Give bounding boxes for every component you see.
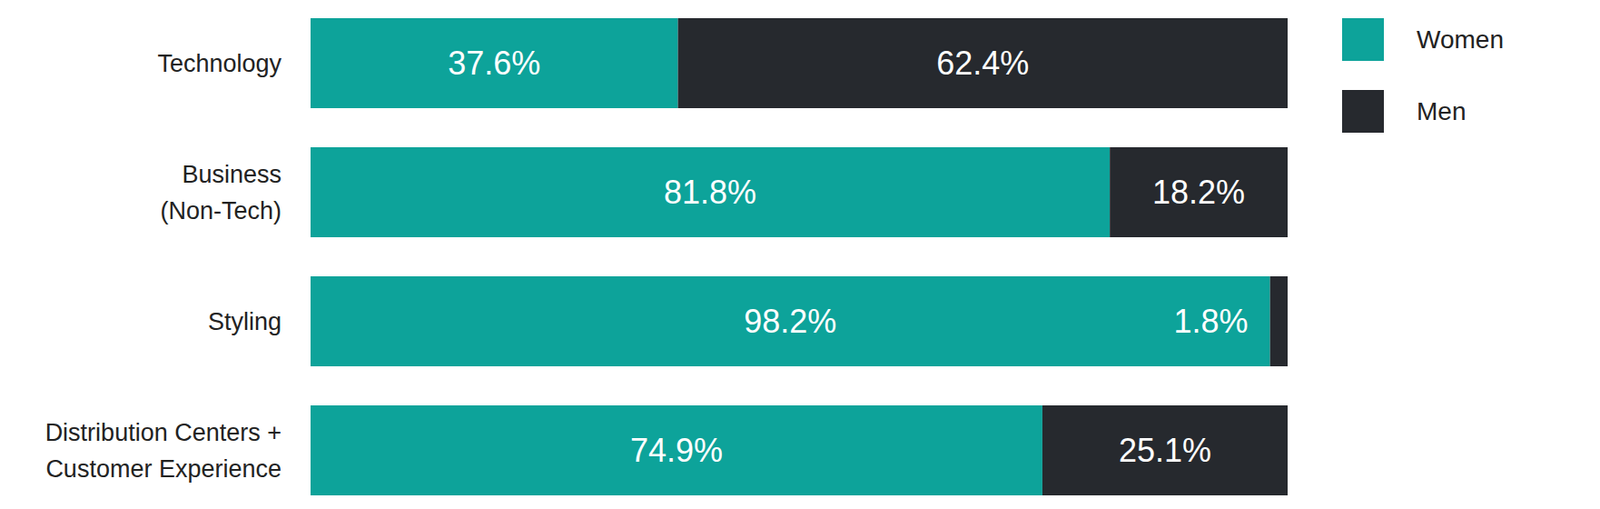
bars bbox=[310, 18, 1288, 495]
category-label-line: Distribution Centers + bbox=[45, 418, 282, 446]
category-label: Technology bbox=[157, 49, 282, 78]
data-label: 81.8% bbox=[663, 173, 757, 211]
legend-label: Women bbox=[1416, 25, 1504, 54]
chart-container: 37.6% 62.4% 81.8% 18.2% 98.2% 1.8% 74.9% 25.1% T… bbox=[0, 0, 1600, 509]
bar-segment bbox=[1270, 276, 1288, 366]
legend-swatch bbox=[1342, 89, 1384, 133]
category-labels: Technology Business (Non-Tech) Styling Distr… bbox=[45, 49, 283, 483]
bar-segment bbox=[1042, 404, 1288, 495]
legend-swatch bbox=[1342, 18, 1384, 61]
category-label-line: (Non-Tech) bbox=[159, 197, 282, 225]
data-label: 98.2% bbox=[743, 302, 837, 340]
data-label: 37.6% bbox=[447, 44, 541, 82]
bar-segment bbox=[310, 18, 679, 109]
data-labels: 37.6% 62.4% 81.8% 18.2% 98.2% 1.8% 74.9% 25.1% bbox=[447, 44, 1248, 469]
legend: Women Men bbox=[1342, 18, 1504, 133]
bar-segment bbox=[1109, 147, 1288, 238]
bar-segment bbox=[310, 404, 1043, 495]
category-label: Styling bbox=[207, 307, 282, 336]
data-label: 18.2% bbox=[1152, 173, 1245, 211]
bar-segment bbox=[310, 276, 1271, 366]
bar-segment bbox=[678, 18, 1288, 109]
data-label: 62.4% bbox=[936, 44, 1029, 82]
category-label: Business (Non-Tech) bbox=[159, 160, 282, 225]
chart-svg: 37.6% 62.4% 81.8% 18.2% 98.2% 1.8% 74.9% 25.1% T… bbox=[0, 0, 1600, 509]
bar-segment bbox=[310, 147, 1110, 238]
data-label: 74.9% bbox=[630, 431, 723, 469]
data-label: 1.8% bbox=[1174, 302, 1249, 340]
category-label-line: Technology bbox=[157, 49, 282, 78]
category-label-line: Styling bbox=[207, 307, 282, 336]
category-label: Distribution Centers + Customer Experienc… bbox=[45, 418, 282, 483]
data-label: 25.1% bbox=[1118, 431, 1212, 469]
legend-label: Men bbox=[1416, 97, 1466, 126]
category-label-line: Business bbox=[181, 160, 282, 188]
category-label-line: Customer Experience bbox=[45, 454, 282, 483]
